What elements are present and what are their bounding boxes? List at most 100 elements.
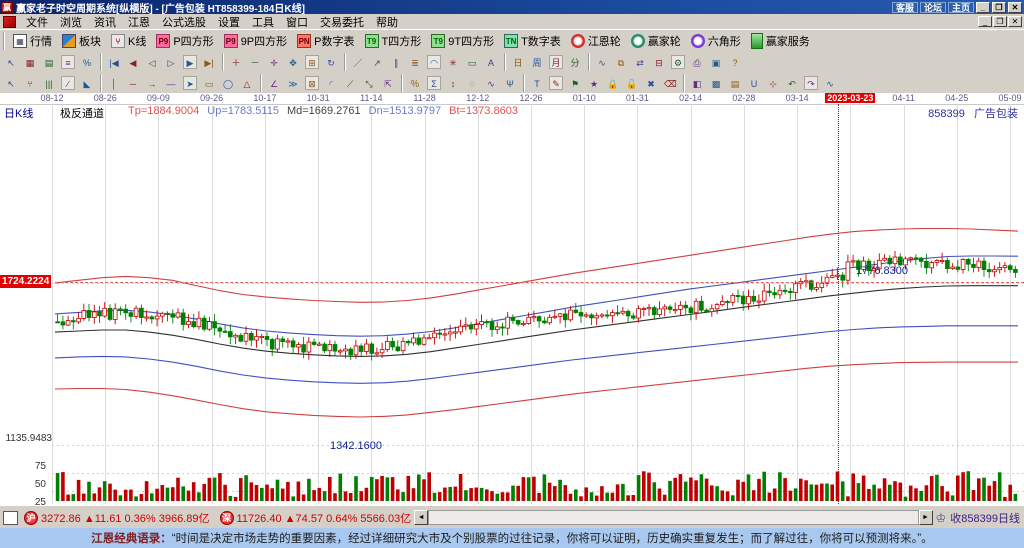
candles-icon[interactable]: ⑂: [21, 74, 39, 92]
menu-item-settings[interactable]: 设置: [218, 16, 240, 29]
style-icon[interactable]: ▩: [707, 74, 725, 92]
chart-area[interactable]: 08-12 08-26 09-09 09-26 10-17 10-31 11-14 11-28…: [0, 93, 1024, 505]
pointer-icon[interactable]: ↖: [2, 74, 20, 92]
toolbar-button-p-square[interactable]: P9 P四方形: [151, 31, 218, 51]
toolbar-button-gann-wheel[interactable]: 江恩轮: [566, 31, 626, 51]
magnet-icon[interactable]: U: [745, 74, 763, 92]
lock-icon[interactable]: 🔒: [604, 74, 622, 92]
play-last-icon[interactable]: ▶|: [200, 53, 218, 71]
toolbar-button-hexagon[interactable]: 六角形: [686, 31, 746, 51]
clear-icon[interactable]: ⌫: [661, 74, 679, 92]
menu-item-trade[interactable]: 交易委托: [320, 16, 364, 29]
fit-icon[interactable]: ⊞: [303, 53, 321, 71]
help-icon[interactable]: ?: [726, 53, 744, 71]
play-next-icon[interactable]: ▶: [181, 53, 199, 71]
maximize-button[interactable]: ❐: [992, 1, 1006, 13]
color-icon[interactable]: ◧: [688, 74, 706, 92]
close-button[interactable]: ✕: [1008, 1, 1022, 13]
layer-icon[interactable]: ▤: [726, 74, 744, 92]
period-month-icon[interactable]: 月: [547, 53, 565, 71]
undo-icon[interactable]: ↶: [783, 74, 801, 92]
period-week-icon[interactable]: 周: [528, 53, 546, 71]
note-icon[interactable]: ✎: [547, 74, 565, 92]
play-first-icon[interactable]: |◀: [105, 53, 123, 71]
scroll-right-button[interactable]: ►: [918, 510, 933, 525]
text-icon[interactable]: A: [482, 53, 500, 71]
menu-item-tools[interactable]: 工具: [252, 16, 274, 29]
toolbar-button-sector[interactable]: 板块: [57, 31, 106, 51]
customer-service-button[interactable]: 客服: [891, 1, 918, 13]
scroll-left-button[interactable]: ◄: [414, 510, 429, 525]
menu-item-gann[interactable]: 江恩: [128, 16, 150, 29]
trendline-icon[interactable]: ↗: [368, 53, 386, 71]
channel-icon[interactable]: ∥: [387, 53, 405, 71]
toolbar-button-kline[interactable]: ⑂ K线: [106, 31, 151, 51]
menu-item-window[interactable]: 窗口: [286, 16, 308, 29]
indicator-icon[interactable]: ∿: [593, 53, 611, 71]
refresh-icon[interactable]: ↻: [322, 53, 340, 71]
ellipse-icon[interactable]: ◯: [219, 74, 237, 92]
period-min-icon[interactable]: 分: [566, 53, 584, 71]
menu-item-formula[interactable]: 公式选股: [162, 16, 206, 29]
toolbar-button-winner-wheel[interactable]: 赢家轮: [626, 31, 686, 51]
gann-line-icon[interactable]: ∠: [265, 74, 283, 92]
menu-item-news[interactable]: 资讯: [94, 16, 116, 29]
crosshair-icon[interactable]: ✛: [265, 53, 283, 71]
wave-icon[interactable]: ∿: [482, 74, 500, 92]
extend-icon[interactable]: ⇱: [379, 74, 397, 92]
unlock-icon[interactable]: 🔓: [623, 74, 641, 92]
move-icon[interactable]: ✥: [284, 53, 302, 71]
toolbar-button-winner-service[interactable]: 赢家服务: [746, 31, 815, 51]
play-forward-icon[interactable]: ▷: [162, 53, 180, 71]
pitchfork-icon[interactable]: Ψ: [501, 74, 519, 92]
area-icon[interactable]: ◣: [78, 74, 96, 92]
settings-icon[interactable]: ⚙: [669, 53, 687, 71]
rect-icon[interactable]: ▭: [200, 74, 218, 92]
parallel-lines-icon[interactable]: ≡: [59, 53, 77, 71]
grid-icon[interactable]: ▦: [21, 53, 39, 71]
triangle-icon[interactable]: △: [238, 74, 256, 92]
fib-icon[interactable]: ≣: [406, 53, 424, 71]
sum-icon[interactable]: Σ: [425, 74, 443, 92]
compare-icon[interactable]: ⇄: [631, 53, 649, 71]
segment-icon[interactable]: —: [162, 74, 180, 92]
retrace-icon[interactable]: ⤡: [360, 74, 378, 92]
cycle-icon[interactable]: ◌: [463, 74, 481, 92]
forum-button[interactable]: 论坛: [919, 1, 946, 13]
toolbar-button-t-table[interactable]: TN T数字表: [499, 31, 566, 51]
child-maximize-button[interactable]: ❐: [993, 16, 1007, 27]
gann-arc-icon[interactable]: ◜: [322, 74, 340, 92]
child-minimize-button[interactable]: _: [978, 16, 992, 27]
drawline-icon[interactable]: ／: [349, 53, 367, 71]
range-icon[interactable]: ↕: [444, 74, 462, 92]
table-icon[interactable]: ▤: [40, 53, 58, 71]
split-icon[interactable]: ⊟: [650, 53, 668, 71]
vline-icon[interactable]: │: [105, 74, 123, 92]
horizontal-scrollbar[interactable]: ◄ ►: [414, 510, 933, 526]
wave2-icon[interactable]: ∿: [821, 74, 839, 92]
child-close-button[interactable]: ✕: [1008, 16, 1022, 27]
toolbar-button-9t-square[interactable]: T9 9T四方形: [426, 31, 499, 51]
scroll-track[interactable]: [428, 510, 919, 525]
percent-tool-icon[interactable]: ％: [406, 74, 424, 92]
menu-item-help[interactable]: 帮助: [376, 16, 398, 29]
shanghai-index-quote[interactable]: 3272.86 ▲11.61 0.36% 3966.89亿: [41, 510, 210, 526]
print-icon[interactable]: ⎙: [688, 53, 706, 71]
hline-icon[interactable]: ─: [124, 74, 142, 92]
fan-icon[interactable]: ✳: [444, 53, 462, 71]
zoom-out-icon[interactable]: －: [246, 53, 264, 71]
homepage-button[interactable]: 主页: [947, 1, 974, 13]
redo-icon[interactable]: ↷: [802, 74, 820, 92]
cursor-arrow-icon[interactable]: ↖: [2, 53, 20, 71]
bars-icon[interactable]: |||: [40, 74, 58, 92]
star-icon[interactable]: ★: [585, 74, 603, 92]
arrow-icon[interactable]: ➤: [181, 74, 199, 92]
save-icon[interactable]: ▣: [707, 53, 725, 71]
menu-item-browse[interactable]: 浏览: [60, 16, 82, 29]
percent-icon[interactable]: %: [78, 53, 96, 71]
zoom-in-icon[interactable]: ＋: [227, 53, 245, 71]
play-back-icon[interactable]: ◁: [143, 53, 161, 71]
gann-box-icon[interactable]: ⊠: [303, 74, 321, 92]
arc-icon[interactable]: ◠: [425, 53, 443, 71]
line-icon[interactable]: ∕: [59, 74, 77, 92]
